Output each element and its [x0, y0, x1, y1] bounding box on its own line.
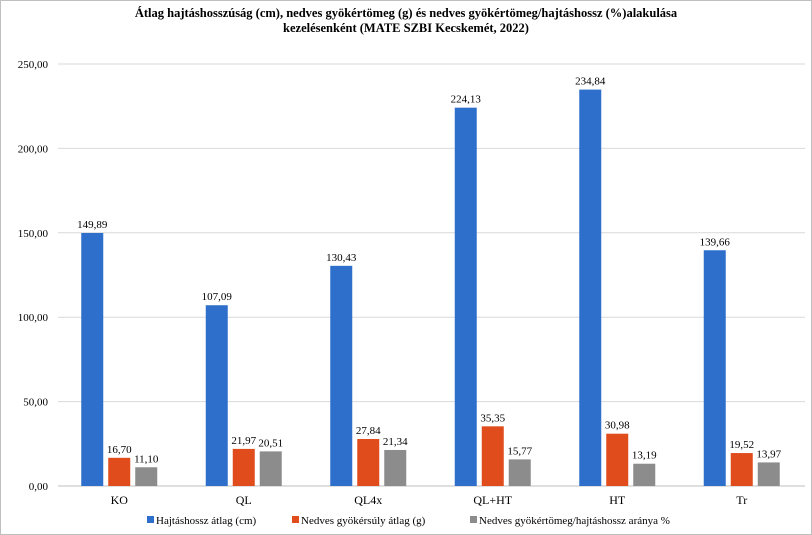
bar — [259, 451, 282, 486]
bar — [205, 305, 228, 486]
chart-title-line-1: Átlag hajtáshosszúság (cm), nedves gyöké… — [134, 6, 678, 20]
y-tick-label: 100,00 — [18, 312, 49, 324]
bar — [384, 449, 407, 486]
legend-swatch — [292, 516, 299, 523]
bar — [454, 107, 477, 487]
x-tick-label: Tr — [736, 493, 747, 507]
bar — [232, 448, 255, 486]
bar — [81, 232, 104, 486]
bar — [481, 426, 504, 486]
x-tick-label: QL4x — [354, 493, 382, 507]
y-tick-label: 50,00 — [23, 397, 48, 409]
x-axis: KO QL QL4x QL+HT HT Tr — [111, 493, 748, 507]
legend-swatch — [470, 516, 477, 523]
data-label: 27,84 — [356, 425, 381, 437]
data-label: 149,89 — [77, 219, 108, 231]
data-label: 35,35 — [480, 412, 505, 424]
x-tick-label: QL — [236, 493, 252, 507]
data-label: 21,97 — [231, 435, 256, 447]
y-tick-label: 0,00 — [29, 481, 49, 493]
data-label: 15,77 — [507, 445, 532, 457]
legend-label: Nedves gyökérsúly átlag (g) — [301, 515, 426, 527]
bar — [108, 457, 131, 486]
bar — [357, 439, 380, 486]
legend-label: Hajtáshossz átlag (cm) — [156, 515, 257, 527]
legend-swatch — [147, 516, 154, 523]
data-label: 224,13 — [451, 94, 482, 106]
bar — [757, 462, 780, 486]
bar — [703, 250, 726, 486]
bar — [606, 433, 629, 486]
bar — [330, 265, 353, 486]
data-label: 19,52 — [729, 439, 754, 451]
chart-title-line-2: kezelésenként (MATE SZBI Kecskemét, 2022… — [283, 21, 529, 35]
bar — [633, 463, 656, 486]
chart-title: Átlag hajtáshosszúság (cm), nedves gyöké… — [0, 6, 812, 36]
x-tick-label: KO — [111, 493, 129, 507]
y-tick-label: 250,00 — [18, 59, 49, 71]
data-label: 130,43 — [326, 252, 357, 264]
data-label: 13,19 — [632, 450, 657, 462]
data-label: 234,84 — [575, 76, 606, 88]
data-label: 30,98 — [605, 420, 630, 432]
x-tick-label: HT — [609, 493, 626, 507]
bar — [135, 467, 158, 486]
y-axis: 0,00 50,00 100,00 150,00 200,00 250,00 — [18, 59, 49, 493]
data-label: 21,34 — [383, 436, 408, 448]
legend: Hajtáshossz átlag (cm) Nedves gyökérsúly … — [147, 515, 670, 527]
data-label: 20,51 — [258, 437, 283, 449]
data-label: 13,97 — [756, 448, 781, 460]
data-label: 16,70 — [107, 444, 132, 456]
legend-label: Nedves gyökértömeg/hajtáshossz aránya % — [479, 515, 670, 527]
bar — [579, 89, 602, 486]
data-label: 139,66 — [700, 236, 731, 248]
data-label: 107,09 — [202, 291, 233, 303]
bar — [730, 453, 753, 486]
x-tick-label: QL+HT — [473, 493, 512, 507]
gridlines — [58, 63, 805, 487]
y-tick-label: 150,00 — [18, 228, 49, 240]
bar — [508, 459, 531, 486]
data-label: 11,10 — [134, 453, 159, 465]
y-tick-label: 200,00 — [18, 143, 49, 155]
